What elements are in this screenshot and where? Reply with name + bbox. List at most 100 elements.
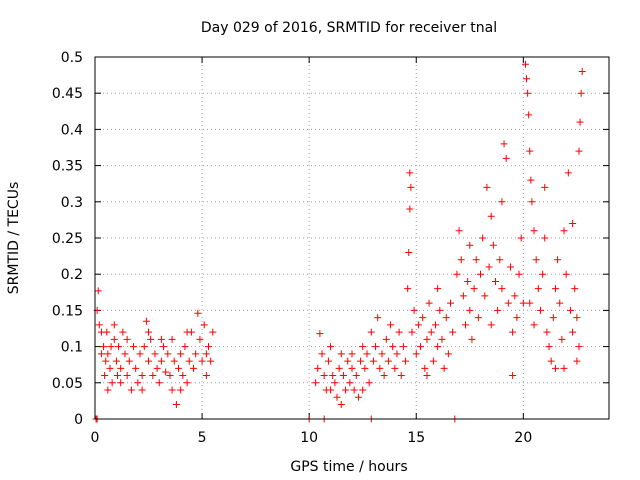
- data-point: [342, 386, 350, 394]
- data-point: [464, 277, 472, 285]
- data-point: [560, 364, 568, 372]
- data-point: [487, 212, 495, 220]
- data-point: [408, 328, 416, 336]
- data-point: [564, 169, 572, 177]
- data-points: [92, 60, 586, 423]
- data-point: [489, 241, 497, 249]
- data-point: [498, 198, 506, 206]
- data-point: [483, 183, 491, 191]
- data-point: [569, 220, 577, 228]
- data-point: [337, 350, 345, 358]
- data-point: [117, 379, 125, 387]
- data-point: [459, 292, 467, 300]
- data-point: [472, 256, 480, 264]
- data-point: [500, 140, 508, 148]
- data-point: [479, 234, 487, 242]
- data-point: [202, 372, 210, 380]
- data-point: [327, 386, 335, 394]
- data-point: [485, 263, 493, 271]
- data-point: [391, 364, 399, 372]
- data-point: [468, 335, 476, 343]
- data-point: [571, 285, 579, 293]
- data-point: [160, 343, 168, 351]
- data-point: [130, 343, 138, 351]
- data-point: [198, 357, 206, 365]
- data-point: [369, 357, 377, 365]
- data-point: [337, 401, 345, 409]
- data-point: [506, 263, 514, 271]
- data-point: [138, 386, 146, 394]
- data-point: [166, 372, 174, 380]
- data-point: [566, 306, 574, 314]
- data-point: [117, 364, 125, 372]
- data-point: [339, 372, 347, 380]
- data-point: [145, 328, 153, 336]
- data-point: [502, 154, 510, 162]
- x-tick-label: 10: [300, 430, 318, 446]
- data-point: [157, 357, 165, 365]
- data-point: [575, 147, 583, 155]
- data-point: [481, 292, 489, 300]
- data-point: [541, 183, 549, 191]
- data-point: [554, 256, 562, 264]
- data-point: [487, 321, 495, 329]
- x-tick-label: 0: [91, 430, 100, 446]
- data-point: [346, 379, 354, 387]
- data-point: [382, 335, 390, 343]
- data-point: [407, 183, 415, 191]
- data-point: [110, 321, 118, 329]
- data-point: [134, 379, 142, 387]
- data-point: [153, 364, 161, 372]
- data-point: [402, 357, 410, 365]
- data-point: [151, 350, 159, 358]
- data-point: [551, 364, 559, 372]
- data-point: [344, 357, 352, 365]
- y-tick-label: 0.25: [52, 231, 83, 247]
- data-point: [399, 343, 407, 351]
- data-point: [363, 350, 371, 358]
- data-point: [387, 321, 395, 329]
- data-point: [525, 111, 533, 119]
- data-point: [393, 350, 401, 358]
- data-point: [172, 401, 180, 409]
- data-point: [102, 357, 110, 365]
- data-point: [335, 364, 343, 372]
- data-point: [417, 343, 425, 351]
- data-point: [94, 287, 102, 295]
- data-point: [412, 350, 420, 358]
- data-point: [372, 343, 380, 351]
- data-point: [410, 306, 418, 314]
- y-tick-label: 0.4: [61, 122, 83, 138]
- data-point: [543, 328, 551, 336]
- data-point: [432, 321, 440, 329]
- data-point: [509, 328, 517, 336]
- data-point: [521, 60, 529, 68]
- data-point: [359, 343, 367, 351]
- data-point: [348, 364, 356, 372]
- data-point: [576, 118, 584, 126]
- data-point: [101, 372, 109, 380]
- data-point: [578, 67, 586, 75]
- data-point: [194, 309, 202, 317]
- data-point: [357, 357, 365, 365]
- data-point: [108, 379, 116, 387]
- data-point: [113, 372, 121, 380]
- data-point: [549, 314, 557, 322]
- grid-lines: [95, 57, 609, 419]
- data-point: [455, 227, 463, 235]
- data-point: [562, 270, 570, 278]
- data-point: [434, 343, 442, 351]
- data-point: [147, 335, 155, 343]
- data-point: [100, 343, 108, 351]
- data-point: [530, 321, 538, 329]
- data-point: [509, 372, 517, 380]
- data-point: [324, 357, 332, 365]
- data-point: [207, 357, 215, 365]
- y-tick-label: 0.5: [61, 50, 83, 66]
- data-point: [359, 386, 367, 394]
- data-point: [438, 335, 446, 343]
- data-point: [498, 285, 506, 293]
- data-point: [318, 350, 326, 358]
- y-tick-label: 0: [74, 412, 83, 428]
- data-point: [462, 321, 470, 329]
